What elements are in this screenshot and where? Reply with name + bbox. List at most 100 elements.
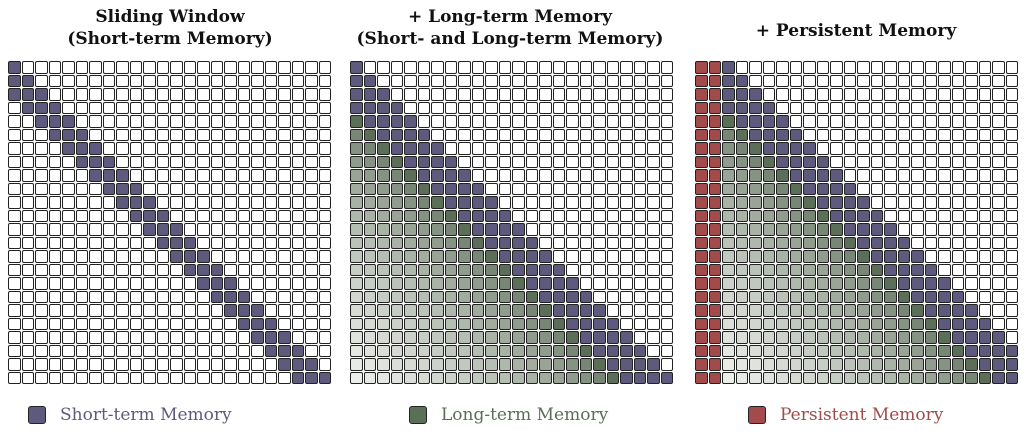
empty-cell xyxy=(291,74,304,87)
long-term-cell xyxy=(830,223,843,236)
short-term-cell xyxy=(762,128,775,141)
short-term-cell xyxy=(102,169,115,182)
short-term-cell xyxy=(938,317,951,330)
empty-cell xyxy=(170,263,183,276)
empty-cell xyxy=(444,115,457,128)
empty-cell xyxy=(143,115,156,128)
long-term-cell xyxy=(965,371,978,384)
empty-cell xyxy=(992,115,1005,128)
empty-cell xyxy=(143,169,156,182)
long-term-cell xyxy=(485,250,498,263)
empty-cell xyxy=(951,196,964,209)
empty-cell xyxy=(21,155,34,168)
empty-cell xyxy=(75,196,88,209)
empty-cell xyxy=(318,317,331,330)
empty-cell xyxy=(89,182,102,195)
empty-cell xyxy=(978,196,991,209)
empty-cell xyxy=(183,209,196,222)
long-term-cell xyxy=(363,277,376,290)
long-term-cell xyxy=(938,371,951,384)
legend-label-long-term: Long-term Memory xyxy=(441,405,609,425)
empty-cell xyxy=(291,263,304,276)
empty-cell xyxy=(660,358,673,371)
empty-cell xyxy=(552,182,565,195)
empty-cell xyxy=(21,142,34,155)
empty-cell xyxy=(458,74,471,87)
short-term-cell xyxy=(224,277,237,290)
short-term-cell xyxy=(897,263,910,276)
empty-cell xyxy=(8,182,21,195)
long-term-cell xyxy=(512,344,525,357)
long-term-cell xyxy=(735,223,748,236)
empty-cell xyxy=(593,155,606,168)
empty-cell xyxy=(237,169,250,182)
long-term-cell xyxy=(776,182,789,195)
empty-cell xyxy=(458,142,471,155)
long-term-cell xyxy=(444,223,457,236)
empty-cell xyxy=(89,304,102,317)
empty-cell xyxy=(978,290,991,303)
long-term-cell xyxy=(816,331,829,344)
empty-cell xyxy=(803,61,816,74)
empty-cell xyxy=(129,304,142,317)
short-term-cell xyxy=(116,196,129,209)
empty-cell xyxy=(633,182,646,195)
short-term-cell xyxy=(485,223,498,236)
empty-cell xyxy=(843,101,856,114)
short-term-cell xyxy=(62,115,75,128)
empty-cell xyxy=(143,182,156,195)
empty-cell xyxy=(924,101,937,114)
empty-cell xyxy=(75,290,88,303)
empty-cell xyxy=(965,115,978,128)
empty-cell xyxy=(762,74,775,87)
empty-cell xyxy=(377,61,390,74)
empty-cell xyxy=(116,371,129,384)
long-term-cell xyxy=(749,358,762,371)
empty-cell xyxy=(305,277,318,290)
short-term-cell xyxy=(978,317,991,330)
empty-cell xyxy=(170,169,183,182)
empty-cell xyxy=(264,209,277,222)
long-term-cell xyxy=(911,331,924,344)
empty-cell xyxy=(620,142,633,155)
long-term-cell xyxy=(951,358,964,371)
empty-cell xyxy=(318,263,331,276)
short-term-cell xyxy=(210,290,223,303)
empty-cell xyxy=(620,74,633,87)
empty-cell xyxy=(278,182,291,195)
empty-cell xyxy=(305,331,318,344)
empty-cell xyxy=(35,317,48,330)
empty-cell xyxy=(89,209,102,222)
empty-cell xyxy=(471,74,484,87)
empty-cell xyxy=(224,250,237,263)
empty-cell xyxy=(660,182,673,195)
long-term-cell xyxy=(857,290,870,303)
empty-cell xyxy=(552,169,565,182)
short-term-cell xyxy=(251,317,264,330)
empty-cell xyxy=(129,263,142,276)
empty-cell xyxy=(102,317,115,330)
long-term-cell xyxy=(789,209,802,222)
empty-cell xyxy=(143,250,156,263)
long-term-cell xyxy=(444,358,457,371)
long-term-cell xyxy=(404,358,417,371)
empty-cell xyxy=(579,277,592,290)
empty-cell xyxy=(237,182,250,195)
empty-cell xyxy=(951,209,964,222)
short-term-cell xyxy=(377,101,390,114)
long-term-cell xyxy=(377,277,390,290)
long-term-cell xyxy=(444,304,457,317)
empty-cell xyxy=(485,169,498,182)
long-term-cell xyxy=(498,358,511,371)
empty-cell xyxy=(606,101,619,114)
short-term-cell xyxy=(143,223,156,236)
long-term-cell xyxy=(857,250,870,263)
empty-cell xyxy=(318,101,331,114)
long-term-cell xyxy=(789,304,802,317)
empty-cell xyxy=(471,61,484,74)
empty-cell xyxy=(951,250,964,263)
persistent-cell xyxy=(708,128,721,141)
empty-cell xyxy=(143,317,156,330)
empty-cell xyxy=(897,74,910,87)
empty-cell xyxy=(978,101,991,114)
